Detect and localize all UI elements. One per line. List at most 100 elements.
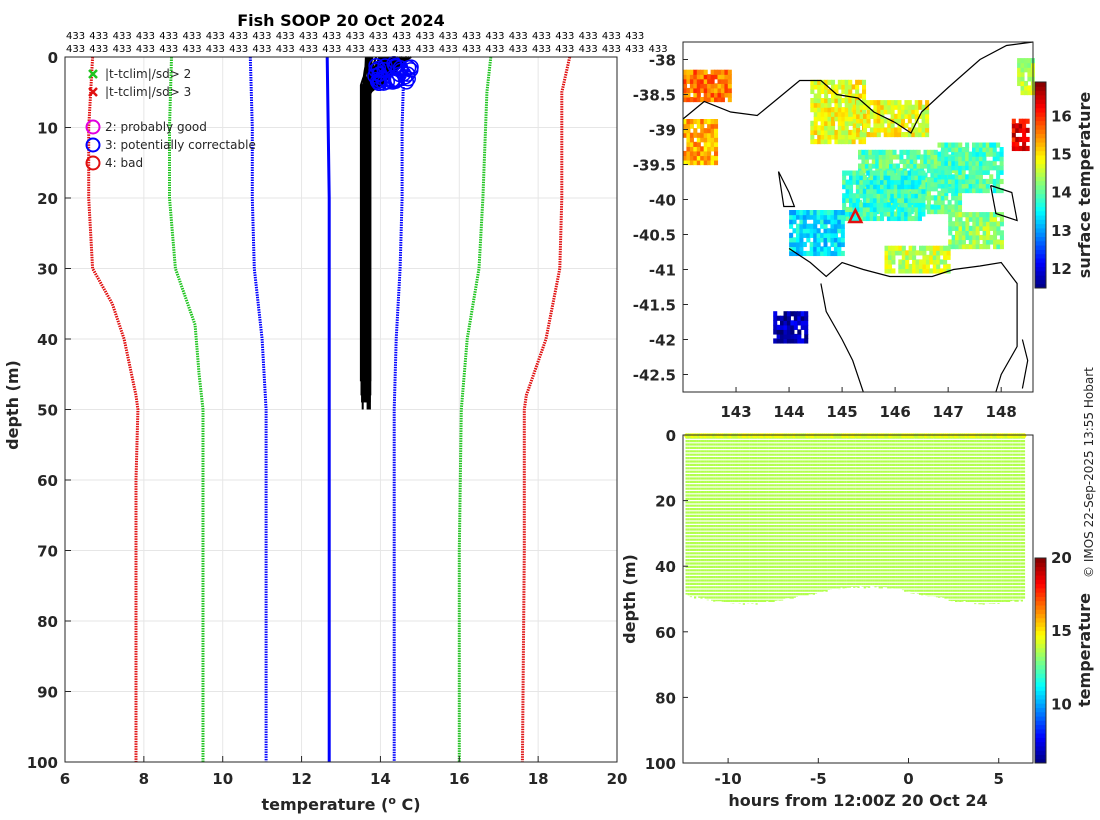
map-sst-cell bbox=[890, 188, 895, 194]
map-sst-cell bbox=[901, 245, 906, 251]
map-sst-cell bbox=[806, 210, 811, 216]
map-sst-cell bbox=[696, 87, 701, 94]
map-sst-cell bbox=[880, 175, 885, 181]
map-sst-cell bbox=[986, 244, 991, 250]
map-sst-cell bbox=[914, 202, 919, 208]
map-sst-cell bbox=[816, 250, 821, 257]
map-sst-cell bbox=[859, 104, 864, 110]
map-sst-cell bbox=[965, 244, 970, 250]
map-ytick-label: -39.5 bbox=[633, 157, 676, 175]
map-sst-cell bbox=[809, 241, 814, 248]
map-sst-cell bbox=[806, 250, 811, 257]
map-sst-cell bbox=[961, 239, 966, 245]
map-xtick-label: 148 bbox=[986, 403, 1017, 421]
map-sst-cell bbox=[693, 74, 698, 80]
map-sst-cell bbox=[912, 268, 917, 274]
map-coastline-path bbox=[788, 247, 1018, 393]
map-sst-cell bbox=[707, 150, 712, 157]
map-sst-cell bbox=[944, 195, 949, 201]
map-sst-cell bbox=[917, 197, 922, 203]
map-sst-cell bbox=[799, 214, 804, 220]
map-sst-cell bbox=[923, 149, 928, 155]
map-coastline-path bbox=[777, 171, 796, 208]
map-sst-cell bbox=[804, 329, 809, 335]
map-sst-cell bbox=[922, 245, 927, 251]
map-sst-cell bbox=[975, 160, 980, 166]
map-sst-cell bbox=[837, 111, 842, 117]
map-sst-cell bbox=[858, 139, 863, 145]
map-colorbar-swatch bbox=[1035, 167, 1046, 173]
map-sst-cell bbox=[909, 158, 914, 165]
map-sst-cell bbox=[810, 139, 815, 145]
map-sst-cell bbox=[833, 246, 838, 252]
map-sst-cell bbox=[965, 178, 970, 185]
map-sst-cell bbox=[720, 92, 725, 98]
map-sst-cell bbox=[926, 209, 931, 215]
profile-cast-line bbox=[369, 56, 387, 382]
map-sst-cell bbox=[683, 83, 688, 89]
profile-xlabel: temperature (o C) bbox=[261, 794, 420, 815]
map-sst-cell bbox=[799, 241, 804, 248]
map-sst-cell bbox=[886, 215, 891, 222]
map-colorbar-swatch bbox=[1035, 82, 1046, 87]
map-sst-cell bbox=[911, 170, 916, 176]
map-sst-cell bbox=[813, 98, 818, 104]
map-sst-cell bbox=[972, 188, 977, 194]
map-sst-cell bbox=[834, 129, 839, 136]
map-sst-cell bbox=[703, 119, 708, 125]
profile-flag-circle bbox=[368, 57, 384, 74]
map-sst-cell bbox=[905, 250, 910, 256]
map-sst-cell bbox=[707, 137, 712, 143]
map-sst-cell bbox=[862, 79, 867, 85]
map-sst-cell bbox=[968, 216, 973, 222]
map-sst-cell bbox=[895, 154, 900, 160]
profile-ytick-label: 80 bbox=[37, 613, 58, 631]
map-sst-cell bbox=[897, 127, 902, 133]
map-sst-cell bbox=[891, 250, 896, 256]
map-sst-cell bbox=[859, 215, 864, 222]
map-sst-cell bbox=[880, 197, 885, 203]
map-sst-cell bbox=[937, 183, 942, 189]
map-sst-cell bbox=[862, 139, 867, 145]
map-sst-cell bbox=[841, 120, 846, 126]
map-sst-cell bbox=[848, 111, 853, 117]
map-colorbar-swatch bbox=[1035, 249, 1046, 255]
map-sst-cell bbox=[921, 179, 926, 185]
map-sst-cell bbox=[975, 165, 980, 171]
map-sst-cell bbox=[689, 146, 694, 152]
map-sst-cell bbox=[884, 268, 889, 274]
map-sst-cell bbox=[813, 237, 818, 243]
map-sst-cell bbox=[810, 98, 815, 104]
map-sst-cell bbox=[710, 123, 715, 129]
map-sst-cell bbox=[965, 151, 970, 157]
map-sst-cell bbox=[930, 158, 935, 165]
map-sst-cell bbox=[841, 125, 846, 131]
map-sst-cell bbox=[941, 178, 946, 185]
profile-count-label: 433 bbox=[416, 31, 435, 42]
profile-series-line bbox=[87, 56, 140, 762]
map-colorbar-swatch bbox=[1035, 227, 1046, 233]
map-sst-cell bbox=[886, 184, 891, 190]
map-sst-cell bbox=[993, 212, 998, 218]
map-sst-cell bbox=[912, 259, 917, 265]
map-sst-cell bbox=[849, 197, 854, 203]
map-sst-cell bbox=[890, 215, 895, 222]
map-sst-cell bbox=[961, 221, 966, 227]
map-sst-cell bbox=[855, 170, 860, 176]
map-sst-cell bbox=[978, 174, 983, 180]
map-sst-cell bbox=[873, 100, 878, 106]
map-sst-cell bbox=[809, 232, 814, 238]
map-sst-cell bbox=[683, 78, 688, 84]
map-sst-cell bbox=[797, 315, 802, 321]
map-sst-cell bbox=[1022, 123, 1027, 129]
map-sst-cell bbox=[893, 175, 898, 181]
map-sst-cell bbox=[866, 113, 871, 119]
map-sst-cell bbox=[893, 184, 898, 190]
map-sst-cell bbox=[842, 175, 847, 181]
sst-map-panel: 143 144 145 146 147 148-38-38.5-39-39.5-40-40… bbox=[633, 41, 1094, 421]
map-sst-cell bbox=[897, 104, 902, 110]
map-sst-cell bbox=[1020, 58, 1025, 64]
map-sst-cell bbox=[972, 142, 977, 148]
